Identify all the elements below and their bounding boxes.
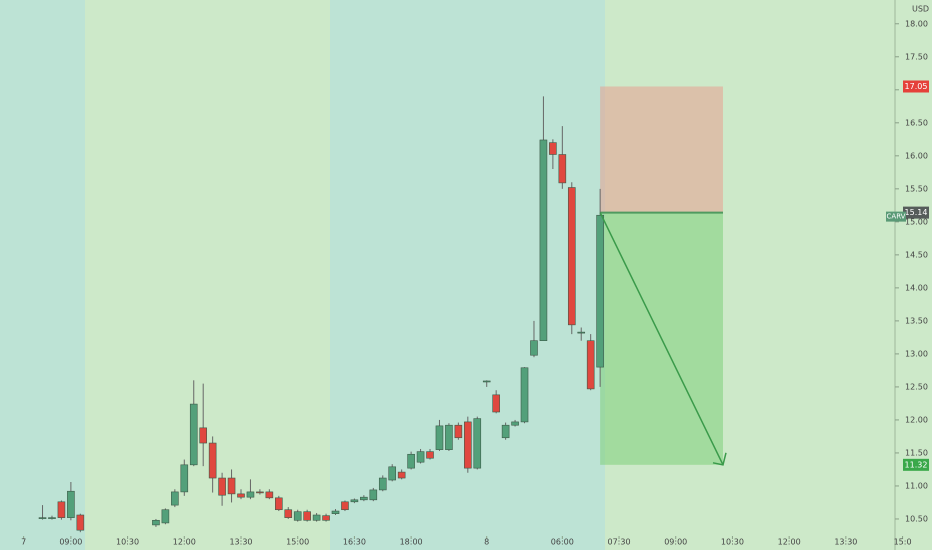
entry-tag [903, 206, 929, 219]
candle-body [189, 403, 198, 466]
session-band [85, 0, 330, 550]
candle-body [246, 491, 255, 498]
x-tick-label: 18:00 [400, 538, 423, 547]
x-tick-label: 12:00 [778, 538, 801, 547]
candle-body [180, 464, 189, 493]
x-tick-label: 09:00 [664, 538, 687, 547]
candle-body [567, 187, 576, 326]
candle-body [586, 340, 595, 390]
candle-body [284, 509, 293, 518]
candle-body [237, 493, 245, 498]
candle-body [256, 491, 264, 494]
candle-body [435, 425, 444, 450]
candle-body [520, 367, 529, 423]
y-tick-label: 15.50 [905, 184, 928, 193]
candle-body [171, 491, 179, 506]
candle-body [454, 424, 463, 439]
candle-body [530, 340, 538, 356]
candle-body [378, 477, 387, 491]
target-tag [903, 458, 929, 471]
x-tick-label: 09:00 [59, 538, 82, 547]
candle-body [577, 331, 586, 334]
candle-body [407, 453, 415, 469]
x-tick-label: 06:00 [551, 538, 574, 547]
candle-body [152, 519, 160, 526]
y-tick-label: 18.00 [905, 19, 928, 28]
x-tick-label: 8 [484, 538, 489, 547]
stop-tag [903, 80, 929, 93]
y-tick-label: 16.00 [905, 151, 928, 160]
y-tick-label: 14.00 [905, 283, 928, 292]
symbol-tag [886, 211, 906, 222]
x-tick-label: 13:30 [834, 538, 857, 547]
candle-body [199, 427, 207, 444]
y-tick-label: 12.50 [905, 382, 928, 391]
x-tick-label: 13:30 [229, 538, 252, 547]
candle-body [208, 442, 217, 479]
candle-body [445, 424, 453, 450]
currency: USD [912, 5, 929, 14]
candle-body [265, 491, 274, 499]
y-tick-label: 15.00 [905, 217, 928, 226]
candle-body [48, 517, 56, 519]
x-tick-label: 16:30 [343, 538, 366, 547]
candle-body [511, 421, 519, 426]
candle-body [218, 477, 226, 496]
candle-body [416, 451, 425, 463]
candle-body [473, 418, 482, 469]
x-tick-label: 10:30 [721, 538, 744, 547]
x-tick-label: 15:00 [286, 538, 309, 547]
x-tick-label: 12:00 [173, 538, 196, 547]
candle-body [388, 466, 397, 481]
candle-body [360, 496, 368, 501]
candle-body [293, 511, 302, 521]
y-tick-label: 16.50 [905, 118, 928, 127]
candle-body [312, 514, 321, 521]
y-tick-label: 11.00 [905, 481, 928, 490]
candle-body [331, 510, 340, 514]
candle-body [501, 424, 510, 439]
candle-body [161, 509, 170, 524]
candle-body [596, 214, 604, 368]
candle-body [539, 139, 548, 341]
candle-body [558, 154, 567, 184]
stop-tag-label: 17.05 [905, 82, 928, 91]
y-tick-label: 12.00 [905, 415, 928, 424]
candle-body [76, 514, 85, 531]
y-tick-label: 13.00 [905, 349, 928, 358]
y-tick-label: 14.50 [905, 250, 928, 259]
arrow [599, 212, 724, 466]
stop-zone [600, 86, 723, 213]
target-tag-label: 11.32 [905, 460, 928, 469]
candle-body [67, 490, 75, 518]
y-tick-label: 13.50 [905, 316, 928, 325]
candle-body [426, 451, 434, 459]
candle-body [482, 380, 491, 383]
candle-body [38, 517, 47, 519]
candle-body [350, 499, 359, 503]
candle-body [322, 515, 330, 521]
y-tick-label: 10.50 [905, 514, 928, 523]
session-band [0, 0, 85, 550]
y-tick-label: 17.50 [905, 52, 928, 61]
candle-body [341, 501, 349, 511]
y-tick-label: 11.50 [905, 448, 928, 457]
x-tick-label: 7 [21, 538, 26, 547]
x-tick-label: 07:30 [608, 538, 631, 547]
candle-body [549, 142, 557, 155]
symbol-label: CARV [887, 213, 906, 221]
arrow-head [712, 452, 727, 466]
candle-body [57, 501, 66, 518]
candle-body [369, 489, 378, 501]
x-tick-label: 10:30 [116, 538, 139, 547]
candle-body [464, 421, 472, 469]
candle-body [275, 497, 283, 511]
candle-body [492, 394, 500, 413]
x-tick-label: 15:0 [894, 538, 912, 547]
candle-body [397, 471, 406, 479]
entry-tag-label: 15.14 [905, 208, 928, 217]
candle-body [227, 477, 236, 495]
candle-body [303, 511, 311, 521]
